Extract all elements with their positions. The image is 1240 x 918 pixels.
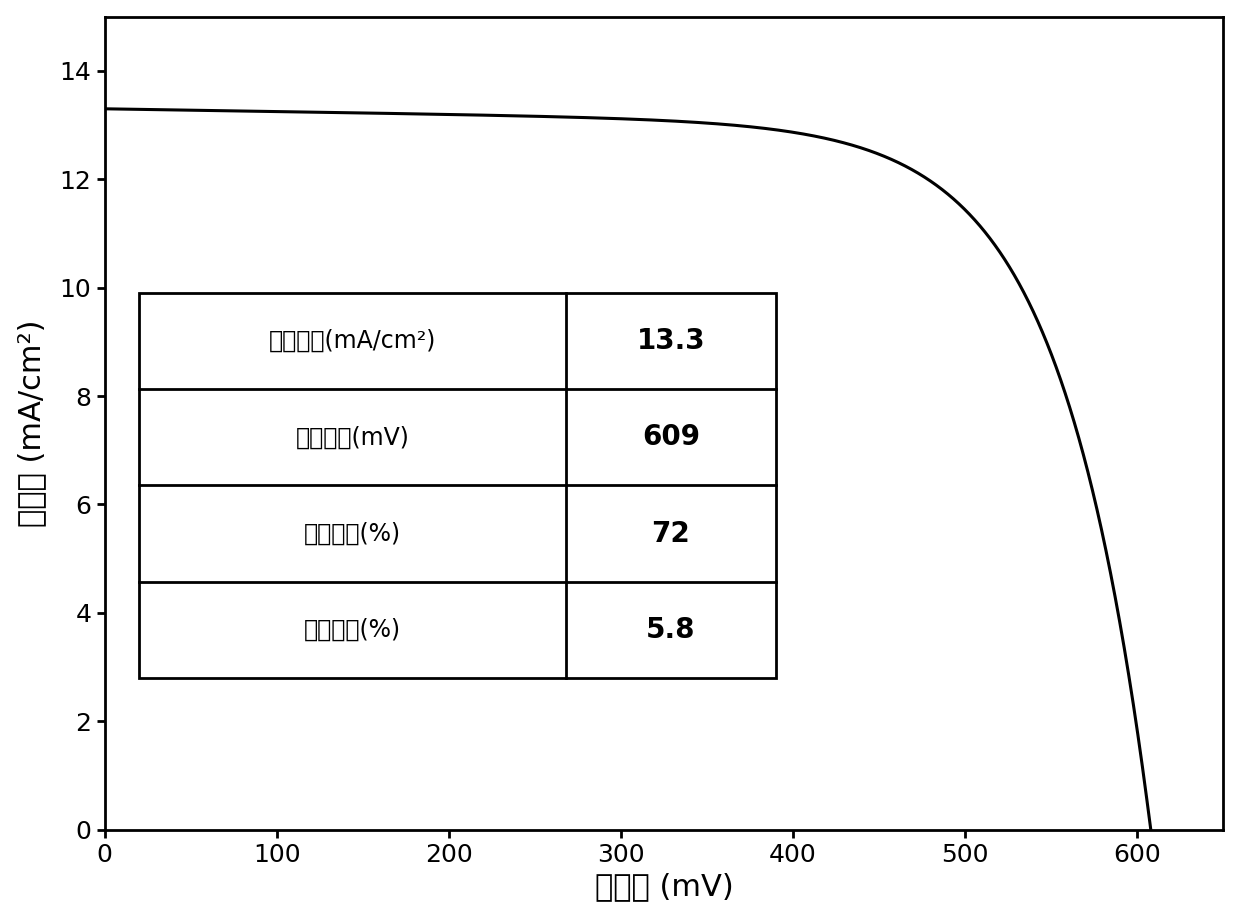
Text: 13.3: 13.3 <box>636 327 706 355</box>
Text: 5.8: 5.8 <box>646 616 696 644</box>
Y-axis label: 光电流 (mA/cm²): 光电流 (mA/cm²) <box>16 319 46 527</box>
Text: 609: 609 <box>642 423 699 452</box>
Text: 开路电压(mV): 开路电压(mV) <box>295 425 409 449</box>
X-axis label: 光电压 (mV): 光电压 (mV) <box>595 872 733 901</box>
Text: 72: 72 <box>651 520 691 547</box>
Text: 填充因子(%): 填充因子(%) <box>304 521 401 545</box>
Text: 短路电流(mA/cm²): 短路电流(mA/cm²) <box>269 330 436 353</box>
Text: 电池效率(%): 电池效率(%) <box>304 618 401 642</box>
Bar <box>139 293 776 677</box>
